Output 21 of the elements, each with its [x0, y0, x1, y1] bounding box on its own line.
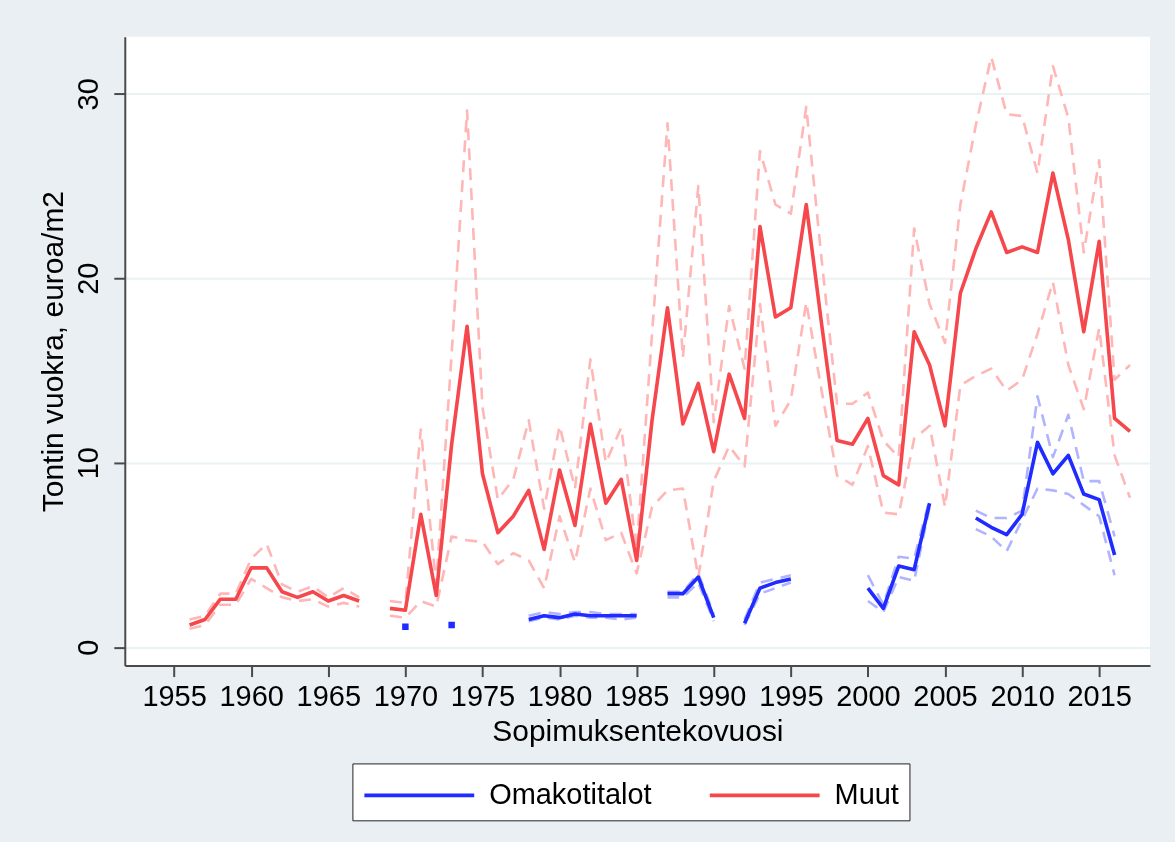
y-tick-label: 10 [72, 447, 105, 480]
y-tick-label: 0 [72, 639, 105, 656]
x-tick-label: 1955 [142, 680, 207, 713]
y-tick-label: 30 [72, 78, 105, 111]
legend-label: Omakotitalot [489, 778, 652, 811]
x-axis-title: Sopimuksentekovuosi [492, 713, 784, 747]
x-tick-label: 1975 [450, 680, 516, 713]
x-tick-label: 2005 [913, 680, 978, 713]
x-tick-label: 2010 [990, 680, 1055, 713]
x-tick-label: 1985 [604, 680, 670, 713]
x-tick-label: 1970 [373, 680, 439, 713]
x-tick-label: 1965 [296, 680, 361, 713]
y-tick-label: 20 [72, 262, 105, 295]
x-tick-label: 2000 [836, 680, 901, 713]
x-tick-label: 1960 [219, 680, 284, 713]
legend-label: Muut [834, 778, 899, 811]
x-tick-label: 1990 [682, 680, 747, 713]
x-tick-label: 1995 [759, 680, 824, 713]
x-tick-label: 2015 [1067, 680, 1132, 713]
x-tick-label: 1980 [527, 680, 593, 713]
y-axis-title: Tontin vuokra, euroa/m2 [36, 191, 70, 513]
